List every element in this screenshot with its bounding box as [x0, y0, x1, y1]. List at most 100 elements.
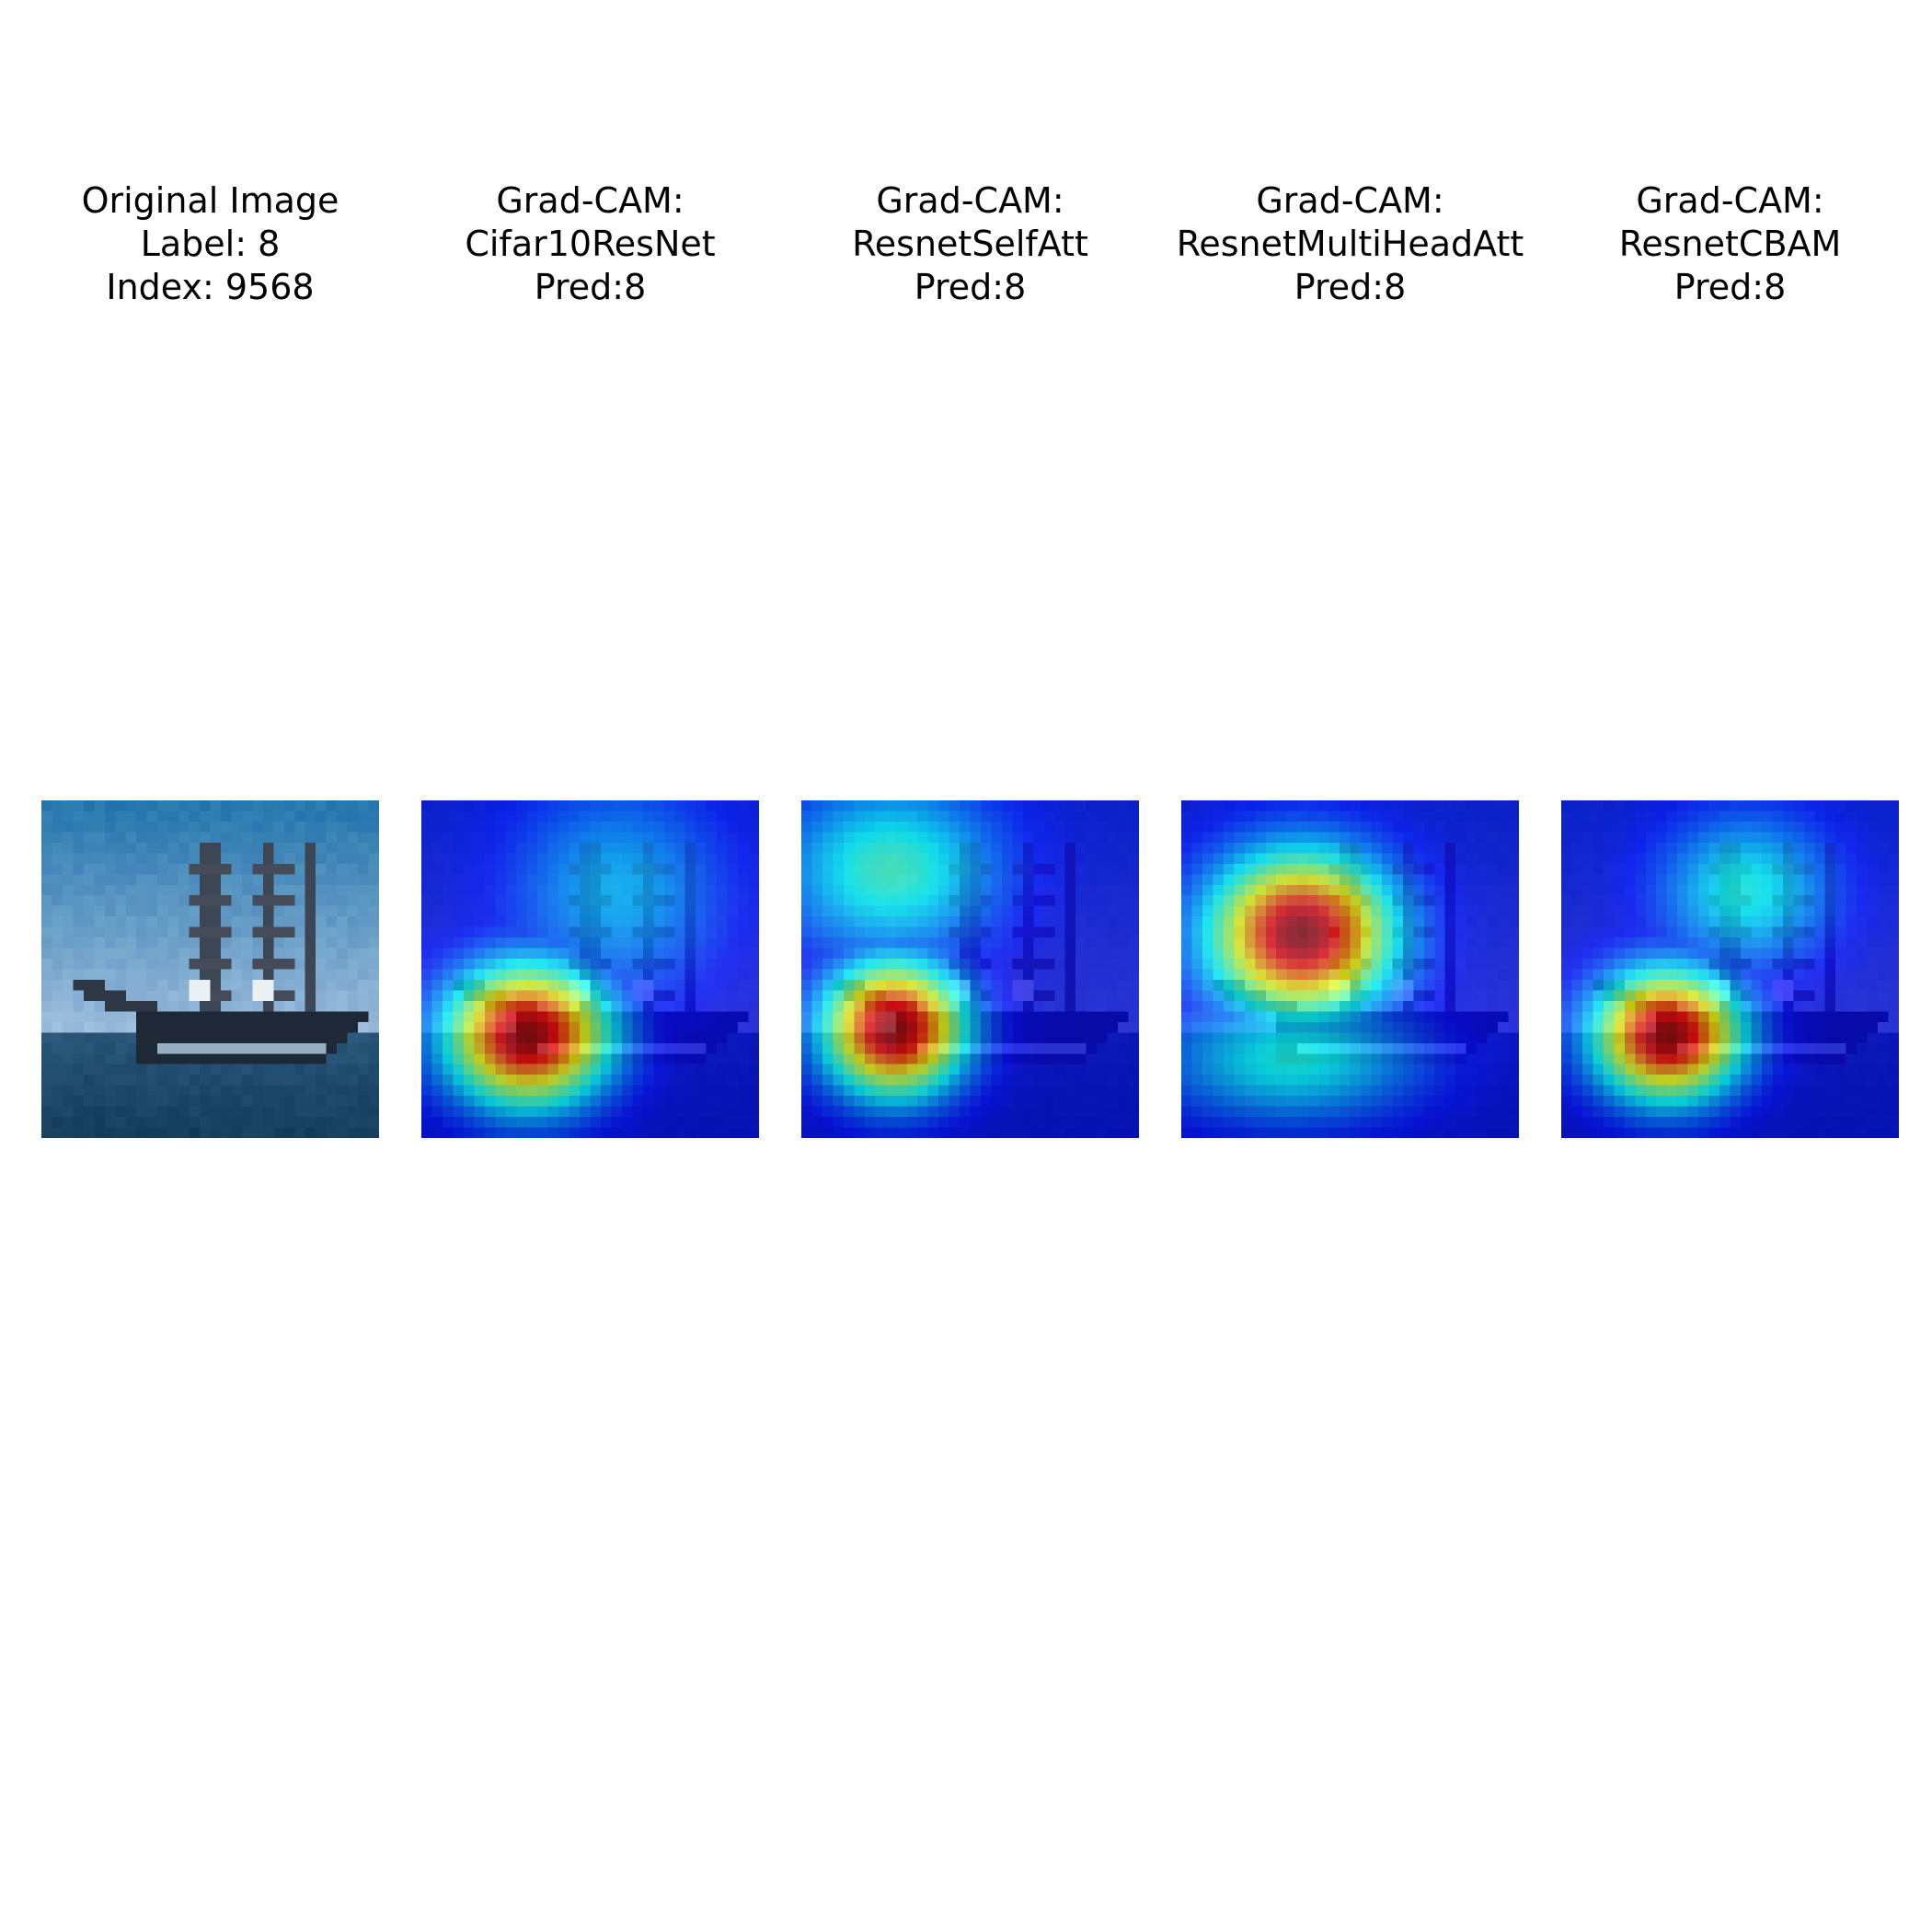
image-pixel [283, 1042, 295, 1054]
image-pixel [1455, 1011, 1466, 1023]
image-pixel [854, 1064, 866, 1075]
image-pixel [906, 916, 918, 927]
image-pixel [558, 853, 569, 865]
image-pixel [1835, 800, 1846, 811]
image-pixel [1645, 800, 1657, 811]
image-pixel [621, 1053, 633, 1064]
image-pixel [600, 1053, 612, 1064]
image-pixel [927, 821, 939, 833]
image-pixel [1075, 832, 1087, 844]
image-pixel [854, 800, 866, 811]
image-pixel [642, 1032, 654, 1044]
image-pixel [146, 842, 158, 854]
image-pixel [368, 1085, 379, 1097]
image-pixel [94, 1032, 106, 1044]
image-pixel [611, 1032, 623, 1044]
image-pixel [1244, 905, 1256, 917]
image-pixel [1740, 1075, 1752, 1086]
image-pixel [1603, 948, 1615, 960]
image-pixel [949, 990, 960, 1002]
image-pixel [822, 1053, 834, 1064]
image-pixel [833, 1064, 845, 1075]
image-pixel [347, 1064, 359, 1075]
image-pixel [843, 916, 855, 927]
image-pixel [1202, 905, 1213, 917]
image-pixel [83, 821, 95, 833]
image-pixel [1064, 1011, 1076, 1023]
image-pixel [864, 811, 876, 822]
image-pixel [822, 800, 834, 811]
image-pixel [52, 1127, 63, 1138]
image-pixel [453, 884, 465, 896]
image-pixel [1878, 1000, 1889, 1012]
image-pixel [833, 863, 845, 875]
image-pixel [949, 926, 960, 938]
image-pixel [1571, 1021, 1583, 1033]
image-pixel [1213, 895, 1225, 906]
image-pixel [1803, 979, 1815, 991]
image-pixel [178, 832, 190, 844]
image-pixel [1022, 1127, 1034, 1138]
image-pixel [505, 905, 517, 917]
image-pixel [1455, 990, 1466, 1002]
image-pixel [843, 1075, 855, 1086]
image-pixel [1012, 1032, 1024, 1044]
image-pixel [738, 1127, 749, 1138]
image-pixel [189, 990, 201, 1002]
image-pixel [136, 1000, 147, 1012]
image-pixel [1477, 948, 1488, 960]
image-pixel [717, 1032, 728, 1044]
image-pixel [642, 853, 654, 865]
image-pixel [1423, 884, 1435, 896]
image-pixel [326, 1000, 338, 1012]
image-pixel [611, 969, 623, 981]
image-pixel [896, 832, 907, 844]
image-pixel [970, 821, 982, 833]
image-pixel [1381, 863, 1393, 875]
image-pixel [727, 1096, 739, 1107]
image-pixel [1487, 905, 1499, 917]
image-pixel [801, 1096, 812, 1107]
image-pixel [611, 1000, 623, 1012]
image-pixel [1751, 811, 1763, 822]
image-pixel [442, 1075, 454, 1086]
image-pixel [241, 990, 253, 1002]
image-pixel [611, 926, 623, 938]
image-pixel [526, 842, 538, 854]
image-pixel [653, 1106, 665, 1118]
image-pixel [1571, 959, 1583, 970]
image-pixel [1656, 905, 1667, 917]
image-pixel [854, 959, 866, 970]
image-pixel [558, 884, 569, 896]
image-pixel [252, 1053, 264, 1064]
image-pixel [1318, 1127, 1329, 1138]
image-pixel [875, 1053, 886, 1064]
image-pixel [1867, 926, 1879, 938]
image-pixel [569, 905, 581, 917]
image-pixel [1118, 1021, 1129, 1033]
image-pixel [949, 916, 960, 927]
image-pixel [1001, 863, 1013, 875]
image-pixel [1064, 959, 1076, 970]
image-pixel [980, 1085, 992, 1097]
image-pixel [1824, 1064, 1836, 1075]
image-pixel [590, 916, 602, 927]
image-pixel [1360, 1042, 1372, 1054]
image-pixel [1075, 853, 1087, 865]
image-pixel [1508, 1021, 1519, 1033]
image-pixel [558, 1085, 569, 1097]
image-pixel [1033, 1117, 1045, 1128]
image-pixel [960, 948, 971, 960]
image-pixel [717, 895, 728, 906]
image-pixel [1118, 884, 1129, 896]
image-pixel [94, 1011, 106, 1023]
image-pixel [1371, 863, 1383, 875]
image-pixel [316, 821, 327, 833]
image-pixel [1614, 1032, 1626, 1044]
image-pixel [83, 979, 95, 991]
image-pixel [1487, 811, 1499, 822]
image-pixel [62, 863, 74, 875]
image-pixel [696, 1000, 707, 1012]
image-pixel [83, 800, 95, 811]
image-pixel [748, 959, 759, 970]
